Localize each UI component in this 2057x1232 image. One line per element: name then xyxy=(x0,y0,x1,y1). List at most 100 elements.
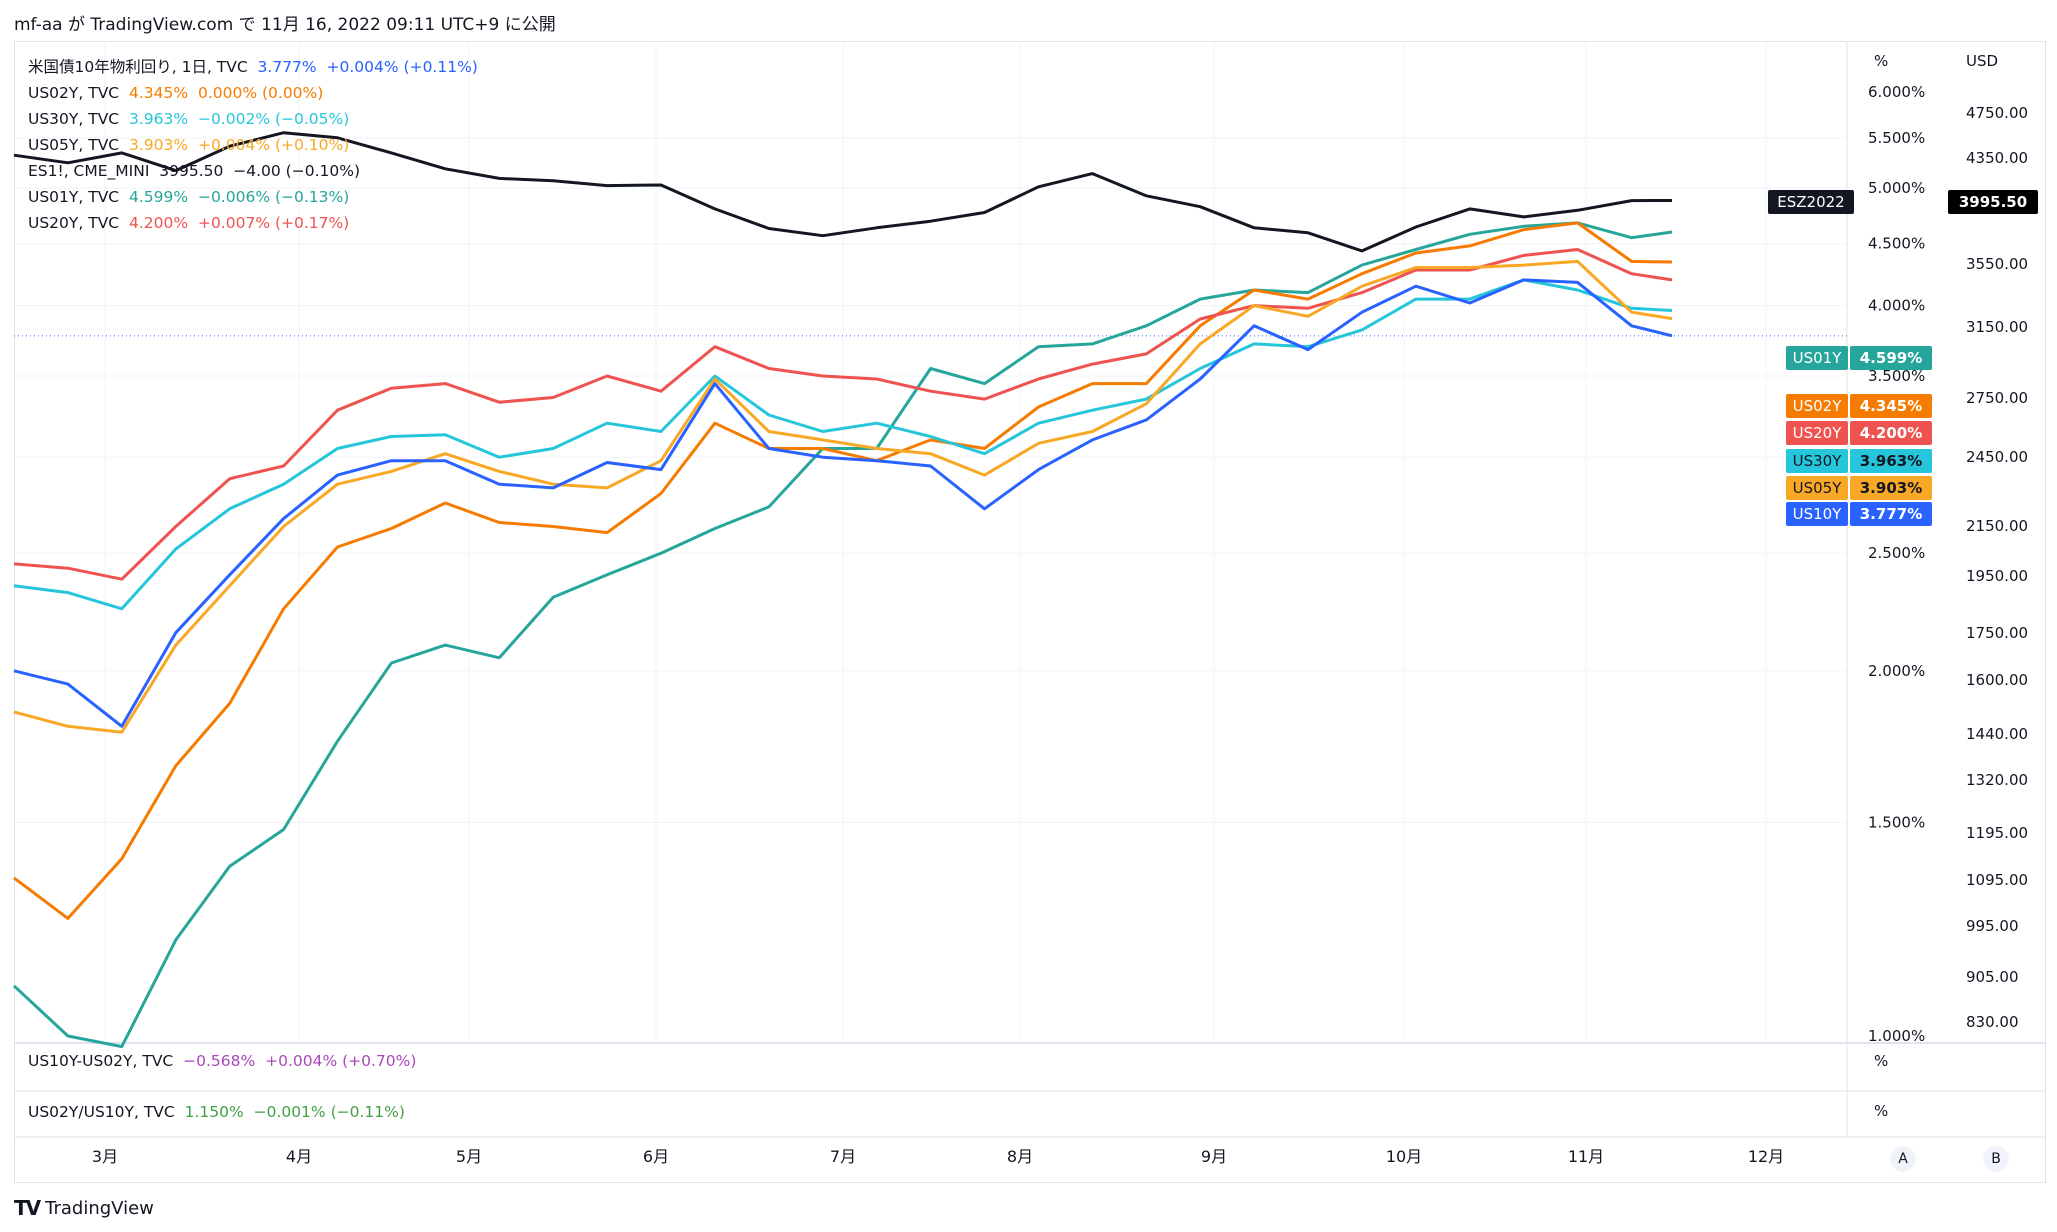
series-line-us20y xyxy=(13,248,1673,581)
price-tag-value xyxy=(1948,190,2038,214)
price-tag-value xyxy=(1850,502,1932,526)
pct-tick-label: 4.500% xyxy=(1868,235,1925,253)
usd-tick-label: 830.00 xyxy=(1966,1013,2019,1031)
usd-tick-label: 1950.00 xyxy=(1966,567,2028,585)
pane-legend-ratio[interactable]: US02Y/US10Y, TVC 1.150% −0.001% (−0.11%) xyxy=(28,1103,405,1121)
legend-label: US30Y, TVC xyxy=(28,110,120,128)
usd-tick-label: 1440.00 xyxy=(1966,725,2028,743)
price-tag-symbol xyxy=(1786,449,1848,473)
legend-change: 0.000% (0.00%) xyxy=(197,84,324,102)
series-line-us01y xyxy=(12,221,1673,1049)
left-axis-unit: % xyxy=(1874,52,1888,70)
footer-brand: TradingView xyxy=(45,1197,154,1219)
legend-label: 米国債10年物利回り, 1日, TVC xyxy=(28,58,248,76)
usd-tick-label: 3150.00 xyxy=(1966,318,2028,336)
price-tag-value xyxy=(1850,476,1932,500)
price-tag-value xyxy=(1850,449,1932,473)
pane-axis-unit: % xyxy=(1874,1052,1888,1070)
x-tick-label: 12月 xyxy=(1748,1147,1784,1166)
legend-value: 4.599% xyxy=(128,188,189,206)
legend-label: US20Y, TVC xyxy=(28,214,120,232)
legend-change: −0.006% (−0.13%) xyxy=(197,188,350,206)
b-button[interactable]: B xyxy=(1983,1146,2009,1172)
price-tag-value xyxy=(1850,346,1932,370)
price-tag-symbol-text: US05Y xyxy=(1793,479,1843,497)
legend-row-us30y[interactable]: US30Y, TVC 3.963% −0.002% (−0.05%) xyxy=(28,106,478,132)
price-tag-symbol-text: US20Y xyxy=(1793,424,1843,442)
pane-legend-spread[interactable]: US10Y-US02Y, TVC −0.568% +0.004% (+0.70%… xyxy=(28,1052,416,1070)
footer: TV TradingView xyxy=(14,1196,154,1220)
price-tag-value-text: 3995.50 xyxy=(1959,193,2027,211)
price-tag-symbol-text: US01Y xyxy=(1793,349,1843,367)
x-tick-label: 8月 xyxy=(1007,1147,1033,1166)
pct-tick-label: 4.000% xyxy=(1868,297,1925,315)
main-legend: 米国債10年物利回り, 1日, TVC 3.777% +0.004% (+0.1… xyxy=(28,54,478,236)
legend-row-us02y[interactable]: US02Y, TVC 4.345% 0.000% (0.00%) xyxy=(28,80,478,106)
pct-tick-label: 3.500% xyxy=(1868,367,1925,385)
usd-tick-label: 1195.00 xyxy=(1966,824,2028,842)
price-tag-symbol-text: ESZ2022 xyxy=(1777,193,1844,211)
legend-value: 3.777% xyxy=(257,58,317,76)
legend-change: −4.00 (−0.10%) xyxy=(233,162,360,180)
price-tag-value-text: 3.963% xyxy=(1860,452,1922,470)
price-tag-symbol-text: US10Y xyxy=(1793,505,1843,523)
price-tag-symbol xyxy=(1786,421,1848,445)
pane-change: −0.001% (−0.11%) xyxy=(253,1103,405,1121)
pct-tick-label: 6.000% xyxy=(1868,83,1925,101)
usd-tick-label: 4750.00 xyxy=(1966,104,2028,122)
series-line-us30y xyxy=(13,278,1673,611)
price-tag-symbol xyxy=(1768,190,1854,214)
price-tag-symbol xyxy=(1786,476,1848,500)
legend-change: +0.004% (+0.11%) xyxy=(326,58,478,76)
pane-value: 1.150% xyxy=(184,1103,244,1121)
x-tick-label: 7月 xyxy=(830,1147,856,1166)
publish-header: mf-aa が TradingView.com で 11月 16, 2022 0… xyxy=(14,15,556,35)
pane-change: +0.004% (+0.70%) xyxy=(265,1052,417,1070)
legend-row-us05y[interactable]: US05Y, TVC 3.903% +0.004% (+0.10%) xyxy=(28,132,478,158)
price-tag-symbol-text: US30Y xyxy=(1793,452,1843,470)
legend-row-es1[interactable]: ES1!, CME_MINI 3995.50 −4.00 (−0.10%) xyxy=(28,158,478,184)
usd-tick-label: 4350.00 xyxy=(1966,149,2028,167)
legend-change: −0.002% (−0.05%) xyxy=(197,110,350,128)
pct-tick-label: 5.000% xyxy=(1868,179,1925,197)
legend-row-us01y[interactable]: US01Y, TVC 4.599% −0.006% (−0.13%) xyxy=(28,184,478,210)
usd-tick-label: 2750.00 xyxy=(1966,389,2028,407)
legend-row-us10y[interactable]: 米国債10年物利回り, 1日, TVC 3.777% +0.004% (+0.1… xyxy=(28,54,478,80)
legend-label: ES1!, CME_MINI xyxy=(28,162,150,180)
series-line-es1 xyxy=(13,131,1673,253)
pane-value: −0.568% xyxy=(183,1052,256,1070)
usd-tick-label: 995.00 xyxy=(1966,917,2019,935)
price-tag-symbol xyxy=(1786,502,1848,526)
price-tag-value-text: 3.903% xyxy=(1860,479,1922,497)
legend-label: US05Y, TVC xyxy=(28,136,120,154)
price-tag-value-text: 4.345% xyxy=(1860,397,1922,415)
price-tag-value-text: 3.777% xyxy=(1860,505,1922,523)
pct-tick-label: 1.000% xyxy=(1868,1027,1925,1045)
price-tag-value-text: 4.200% xyxy=(1860,424,1922,442)
price-tag-symbol xyxy=(1786,346,1848,370)
price-tag-symbol xyxy=(1786,394,1848,418)
usd-tick-label: 1750.00 xyxy=(1966,624,2028,642)
x-tick-label: 11月 xyxy=(1568,1147,1604,1166)
legend-label: US01Y, TVC xyxy=(28,188,120,206)
usd-tick-label: 1320.00 xyxy=(1966,771,2028,789)
auto-scale-button[interactable]: A xyxy=(1890,1146,1916,1172)
legend-value: 3.903% xyxy=(128,136,189,154)
legend-label: US02Y, TVC xyxy=(28,84,120,102)
tradingview-logo-icon: TV xyxy=(14,1196,41,1220)
legend-change: +0.007% (+0.17%) xyxy=(197,214,350,232)
x-tick-label: 3月 xyxy=(92,1147,118,1166)
legend-value: 3.963% xyxy=(128,110,189,128)
series-line-us02y xyxy=(13,221,1673,920)
x-tick-label: 6月 xyxy=(643,1147,669,1166)
usd-tick-label: 2450.00 xyxy=(1966,448,2028,466)
legend-row-us20y[interactable]: US20Y, TVC 4.200% +0.007% (+0.17%) xyxy=(28,210,478,236)
price-tag-symbol-text: US02Y xyxy=(1793,397,1843,415)
legend-value: 4.345% xyxy=(128,84,189,102)
price-tag-value-text: 4.599% xyxy=(1860,349,1922,367)
x-tick-label: 4月 xyxy=(286,1147,312,1166)
pane-label: US10Y-US02Y, TVC xyxy=(28,1052,174,1070)
legend-value: 3995.50 xyxy=(159,162,224,180)
pct-tick-label: 2.500% xyxy=(1868,544,1925,562)
